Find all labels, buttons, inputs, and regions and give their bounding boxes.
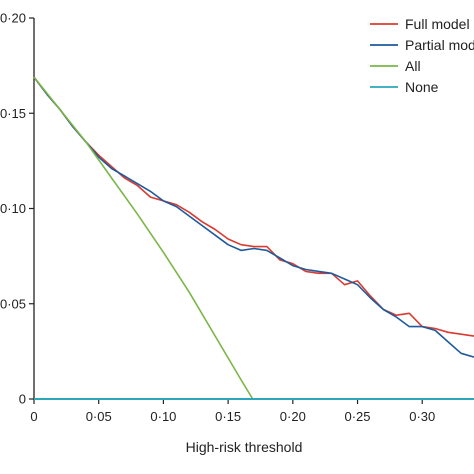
x-tick-label: 0·30 — [409, 409, 435, 424]
x-axis: 0 0·05 0·10 0·15 0·20 0·25 0·30 — [30, 398, 474, 424]
legend-label-partial-model: Partial model — [405, 37, 474, 53]
x-tick-label: 0 — [30, 409, 37, 424]
y-tick-label: 0·20 — [0, 11, 26, 26]
legend-label-none: None — [405, 79, 439, 95]
y-tick-label: 0 — [19, 392, 26, 407]
legend-label-full-model: Full model — [405, 16, 470, 32]
x-tick-label: 0·20 — [280, 409, 306, 424]
legend: Full model Partial model All None — [370, 16, 474, 95]
legend-label-all: All — [405, 58, 421, 74]
x-tick-label: 0·15 — [215, 409, 241, 424]
series-line-partial-model — [33, 76, 474, 358]
y-tick-label: 0·05 — [0, 296, 26, 311]
x-tick-label: 0·25 — [345, 409, 371, 424]
x-axis-title: High-risk threshold — [186, 439, 303, 455]
y-tick-label: 0·10 — [0, 201, 26, 216]
series-line-all — [33, 76, 254, 400]
series-line-full-model — [33, 76, 474, 337]
series-lines — [33, 76, 474, 400]
y-axis: 0 0·05 0·10 0·15 0·20 — [0, 11, 35, 407]
x-tick-label: 0·05 — [86, 409, 112, 424]
x-tick-label: 0·10 — [150, 409, 176, 424]
y-tick-label: 0·15 — [0, 106, 26, 121]
